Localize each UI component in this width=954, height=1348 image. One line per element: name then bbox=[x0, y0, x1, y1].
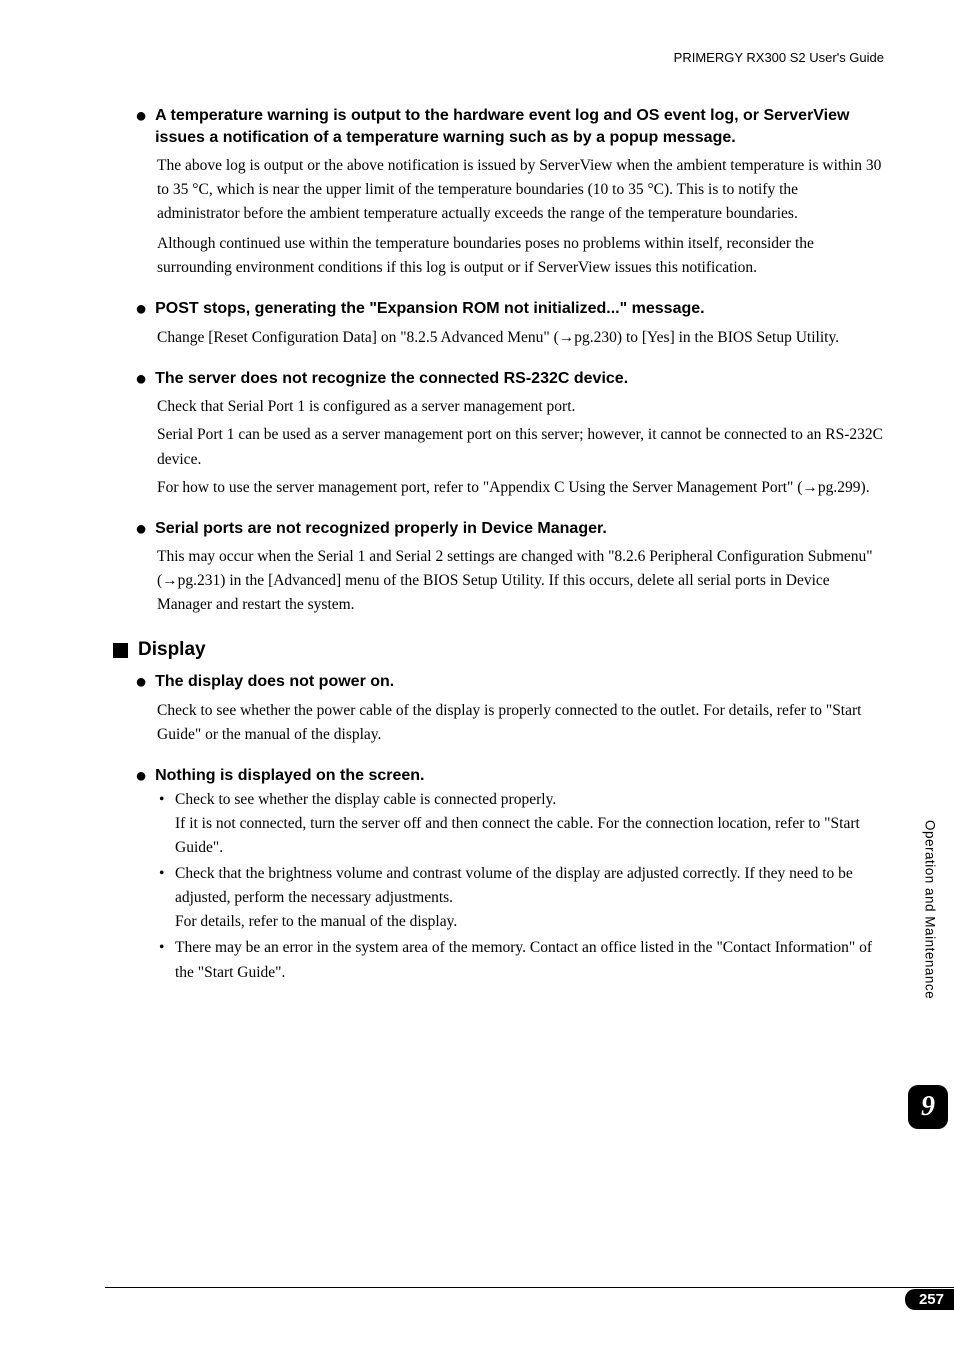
section-display-no-power: ● The display does not power on. Check t… bbox=[135, 671, 884, 747]
list-text: For details, refer to the manual of the … bbox=[175, 913, 457, 930]
list-item: There may be an error in the system area… bbox=[157, 936, 884, 984]
list-text: Check to see whether the display cable i… bbox=[175, 791, 556, 808]
list-item: Check to see whether the display cable i… bbox=[157, 788, 884, 860]
bullet-icon: ● bbox=[135, 106, 147, 126]
side-tab-label: Operation and Maintenance bbox=[923, 820, 938, 999]
heading-text: The server does not recognize the connec… bbox=[155, 368, 628, 390]
body-paragraph: The above log is output or the above not… bbox=[157, 154, 884, 226]
bullet-icon: ● bbox=[135, 519, 147, 539]
list-text: Check that the brightness volume and con… bbox=[175, 865, 853, 906]
heading-text: The display does not power on. bbox=[155, 671, 394, 693]
heading-display-no-power: ● The display does not power on. bbox=[135, 671, 884, 693]
page-number: 257 bbox=[905, 1289, 954, 1310]
section-nothing-displayed: ● Nothing is displayed on the screen. Ch… bbox=[135, 765, 884, 985]
running-head: PRIMERGY RX300 S2 User's Guide bbox=[135, 50, 884, 65]
body-paragraph: Change [Reset Configuration Data] on "8.… bbox=[157, 326, 884, 350]
body-paragraph: Although continued use within the temper… bbox=[157, 232, 884, 280]
bullet-icon: ● bbox=[135, 369, 147, 389]
bulleted-list: Check to see whether the display cable i… bbox=[157, 788, 884, 984]
heading-display: Display bbox=[113, 639, 884, 661]
bullet-icon: ● bbox=[135, 766, 147, 786]
chapter-badge: 9 bbox=[908, 1085, 948, 1129]
footer-rule bbox=[105, 1287, 954, 1288]
heading-post-stops: ● POST stops, generating the "Expansion … bbox=[135, 298, 884, 320]
heading-text: A temperature warning is output to the h… bbox=[155, 105, 884, 148]
body-paragraph: Serial Port 1 can be used as a server ma… bbox=[157, 423, 884, 471]
square-icon bbox=[113, 643, 128, 658]
heading-text: POST stops, generating the "Expansion RO… bbox=[155, 298, 704, 320]
section-serial-ports: ● Serial ports are not recognized proper… bbox=[135, 518, 884, 618]
list-text: If it is not connected, turn the server … bbox=[175, 815, 860, 856]
heading-serial-ports: ● Serial ports are not recognized proper… bbox=[135, 518, 884, 540]
heading-text: Nothing is displayed on the screen. bbox=[155, 765, 424, 787]
list-item: Check that the brightness volume and con… bbox=[157, 862, 884, 934]
section-temp-warning: ● A temperature warning is output to the… bbox=[135, 105, 884, 280]
heading-rs232c: ● The server does not recognize the conn… bbox=[135, 368, 884, 390]
section-rs232c: ● The server does not recognize the conn… bbox=[135, 368, 884, 500]
list-text: There may be an error in the system area… bbox=[175, 939, 872, 980]
heading-temp-warning: ● A temperature warning is output to the… bbox=[135, 105, 884, 148]
heading-text: Display bbox=[138, 639, 206, 661]
bullet-icon: ● bbox=[135, 299, 147, 319]
heading-nothing-displayed: ● Nothing is displayed on the screen. bbox=[135, 765, 884, 787]
body-paragraph: Check to see whether the power cable of … bbox=[157, 699, 884, 747]
body-paragraph: Check that Serial Port 1 is configured a… bbox=[157, 395, 884, 419]
section-post-stops: ● POST stops, generating the "Expansion … bbox=[135, 298, 884, 350]
side-tab: Operation and Maintenance bbox=[916, 820, 944, 999]
heading-text: Serial ports are not recognized properly… bbox=[155, 518, 607, 540]
body-paragraph: For how to use the server management por… bbox=[157, 476, 884, 500]
bullet-icon: ● bbox=[135, 672, 147, 692]
body-paragraph: This may occur when the Serial 1 and Ser… bbox=[157, 545, 884, 617]
page-content: PRIMERGY RX300 S2 User's Guide ● A tempe… bbox=[0, 0, 954, 985]
